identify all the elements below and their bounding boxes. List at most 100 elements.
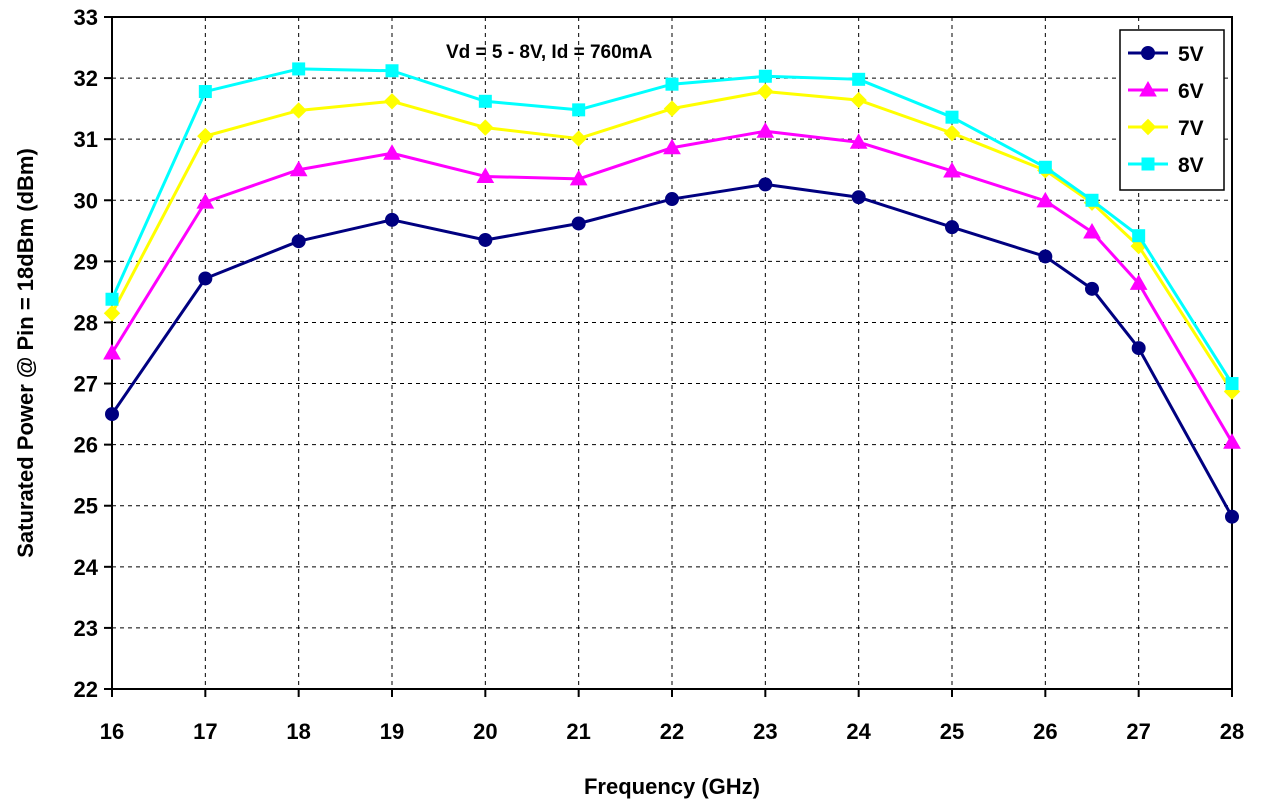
x-tick-label: 26 (1033, 719, 1057, 744)
data-point-5V (851, 190, 866, 205)
y-tick-label: 33 (74, 5, 98, 30)
data-point-7V (290, 102, 307, 119)
x-tick-label: 19 (380, 719, 404, 744)
data-point-8V (1085, 193, 1099, 207)
x-tick-label: 20 (473, 719, 497, 744)
legend-marker-6V (1139, 80, 1157, 97)
data-point-6V (1223, 433, 1241, 449)
data-point-8V (1132, 229, 1146, 243)
data-point-8V (198, 85, 212, 99)
x-tick-label: 21 (566, 719, 590, 744)
data-point-5V (1038, 249, 1053, 264)
y-axis-title: Saturated Power @ Pin = 18dBm (dBm) (13, 148, 38, 558)
data-point-8V (1038, 160, 1052, 174)
y-tick-label: 28 (74, 310, 98, 335)
legend-item-7V: 7V (1128, 117, 1204, 140)
legend-marker-7V (1139, 118, 1157, 136)
data-point-7V (477, 119, 494, 136)
legend-item-5V: 5V (1128, 43, 1204, 66)
data-point-7V (850, 91, 867, 109)
y-tick-label: 25 (74, 494, 98, 519)
data-point-8V (478, 94, 492, 108)
data-point-5V (1225, 509, 1239, 524)
x-tick-label: 24 (846, 719, 871, 744)
data-point-5V (478, 232, 493, 247)
data-point-8V (572, 103, 586, 117)
legend-label: 6V (1178, 80, 1204, 103)
x-tick-label: 23 (753, 719, 777, 744)
data-point-6V (943, 161, 961, 178)
legend-marker-5V (1141, 46, 1155, 60)
data-point-6V (476, 167, 495, 183)
data-point-7V (943, 124, 961, 142)
data-point-8V (852, 72, 866, 86)
data-point-6V (569, 169, 588, 186)
series-line-7V (110, 90, 1234, 393)
y-tick-label: 23 (74, 616, 98, 641)
series-6V (103, 122, 1241, 449)
data-point-6V (289, 160, 308, 177)
data-point-5V (1131, 341, 1146, 356)
data-point-6V (1129, 274, 1148, 290)
x-tick-label: 22 (660, 719, 684, 744)
data-point-8V (385, 64, 399, 78)
series-line-5V (110, 182, 1234, 518)
y-tick-label: 26 (74, 433, 98, 458)
data-point-6V (103, 343, 121, 360)
x-axis-title: Frequency (GHz) (584, 774, 760, 799)
data-point-5V (105, 407, 119, 422)
data-point-8V (105, 292, 119, 306)
x-tick-label: 16 (100, 719, 124, 744)
data-point-8V (292, 62, 306, 76)
legend-label: 7V (1178, 117, 1204, 140)
data-series (103, 62, 1241, 524)
data-point-5V (758, 177, 773, 192)
y-tick-label: 27 (74, 372, 98, 397)
legend-label: 5V (1178, 43, 1204, 66)
data-point-6V (756, 122, 775, 138)
data-point-6V (849, 133, 868, 149)
x-tick-label: 17 (193, 719, 217, 744)
y-tick-label: 22 (74, 677, 98, 702)
x-tick-label: 18 (286, 719, 310, 744)
axis-ticks (104, 16, 1233, 697)
legend-item-6V: 6V (1128, 80, 1204, 103)
series-5V (105, 177, 1239, 524)
y-tick-label: 24 (74, 555, 99, 580)
chart-annotation: Vd = 5 - 8V, Id = 760mA (446, 42, 653, 63)
data-point-5V (665, 192, 679, 207)
y-tick-label: 29 (74, 249, 98, 274)
data-point-7V (757, 83, 774, 100)
legend-items: 5V 6V 7V 8V (1128, 43, 1204, 177)
data-point-7V (197, 127, 214, 145)
series-line-6V (110, 129, 1234, 443)
data-point-8V (665, 77, 679, 91)
data-point-6V (383, 144, 401, 160)
x-tick-label: 25 (940, 719, 964, 744)
legend-marker-8V (1141, 157, 1155, 171)
data-point-5V (385, 212, 399, 227)
series-8V (105, 62, 1239, 391)
legend: 5V 6V 7V 8V (1119, 29, 1225, 191)
data-point-7V (103, 305, 121, 322)
legend-item-8V: 8V (1128, 154, 1204, 177)
y-tick-label: 31 (74, 127, 98, 152)
data-point-8V (758, 69, 772, 83)
legend-label: 8V (1178, 154, 1204, 177)
data-point-7V (383, 93, 401, 110)
grid-lines (112, 17, 1232, 689)
data-point-6V (1083, 223, 1101, 239)
data-point-8V (945, 110, 959, 124)
data-point-5V (198, 271, 213, 286)
series-line-8V (110, 67, 1234, 385)
x-tick-label: 27 (1126, 719, 1150, 744)
data-point-7V (663, 100, 681, 117)
data-point-5V (571, 216, 586, 231)
y-tick-label: 30 (74, 188, 98, 213)
data-point-6V (1036, 191, 1055, 208)
tick-labels: 16 17 18 19 20 21 22 23 24 25 26 27 28 22 23 24 25 26 27 28… (74, 5, 1245, 744)
y-tick-label: 32 (74, 66, 98, 91)
x-tick-label: 28 (1220, 719, 1244, 744)
data-point-5V (291, 234, 306, 249)
